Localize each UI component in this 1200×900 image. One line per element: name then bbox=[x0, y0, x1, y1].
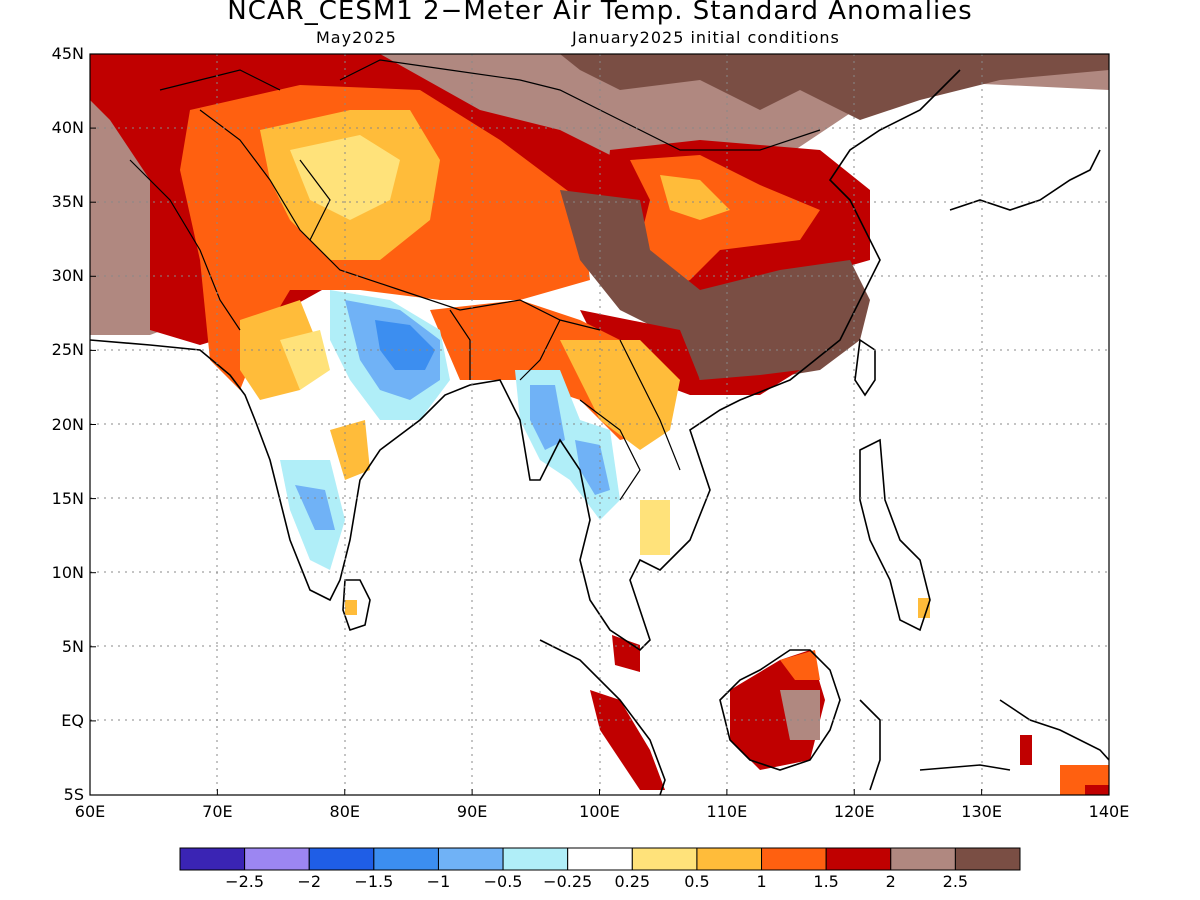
colorbar bbox=[179, 847, 1021, 871]
anomaly-region-ng-red bbox=[1085, 785, 1109, 795]
lat-tick-label: 15N bbox=[51, 488, 84, 508]
anomaly-region-mongolia-brown bbox=[560, 54, 1109, 120]
colorbar-swatch bbox=[890, 847, 956, 871]
lat-tick-label: 25N bbox=[51, 340, 84, 360]
colorbar-label: 1.5 bbox=[813, 872, 839, 891]
colorbar-swatch bbox=[373, 847, 439, 871]
anomaly-region-myanmar-blue bbox=[530, 385, 565, 450]
colorbar-swatch bbox=[954, 847, 1021, 871]
lon-tick-label: 130E bbox=[961, 802, 1002, 821]
colorbar-swatch bbox=[696, 847, 763, 871]
anomaly-region-cambodia-yellow bbox=[640, 500, 670, 555]
anomaly-region-mindanao-yellow bbox=[918, 598, 930, 618]
lat-tick-label: 40N bbox=[51, 118, 84, 138]
colorbar-label: −2.5 bbox=[225, 872, 265, 891]
lon-tick-label: 60E bbox=[74, 802, 106, 821]
map-title: NCAR_CESM1 2−Meter Air Temp. Standard An… bbox=[227, 0, 973, 26]
lon-tick-label: 120E bbox=[833, 802, 875, 821]
anomaly-region-southchina-brown bbox=[560, 190, 870, 380]
gridlines bbox=[90, 54, 1109, 795]
lon-tick-label: 140E bbox=[1088, 802, 1130, 821]
anomaly-region-eastchina-yellow bbox=[660, 175, 730, 220]
colorbar-swatch bbox=[308, 847, 375, 871]
lat-tick-label: 30N bbox=[51, 266, 84, 286]
colorbar-swatch bbox=[179, 847, 246, 871]
anomaly-region-india-lightyellow bbox=[280, 330, 330, 390]
colorbar-label: −2 bbox=[297, 872, 322, 891]
lat-tick-label: 45N bbox=[51, 44, 84, 63]
lat-tick-label: 35N bbox=[51, 192, 84, 212]
anomaly-region-sumatra-red bbox=[590, 690, 665, 790]
anomaly-region-thailand-blue bbox=[575, 440, 610, 495]
anomaly-region-halmahera-red bbox=[1020, 735, 1032, 765]
lat-tick-label: 5N bbox=[61, 636, 84, 656]
anomaly-region-borneo-orange bbox=[780, 650, 820, 680]
colorbar-swatch bbox=[502, 847, 569, 871]
anomaly-region-sindia-blue bbox=[295, 485, 335, 530]
map-field bbox=[90, 54, 1109, 795]
anomaly-region-indochina-yellow bbox=[560, 340, 680, 450]
initial-conditions: January2025 initial conditions bbox=[572, 28, 840, 47]
colorbar-swatch bbox=[631, 847, 698, 871]
colorbar-label: 2.5 bbox=[942, 872, 969, 891]
colorbar-label: −0.25 bbox=[543, 872, 593, 891]
colorbar-swatch bbox=[244, 847, 310, 871]
colorbar-label: −0.5 bbox=[483, 872, 523, 891]
lat-tick-label: 20N bbox=[51, 414, 84, 434]
anomaly-region-southchina-red bbox=[580, 310, 800, 395]
colorbar-label: −1.5 bbox=[354, 872, 394, 891]
lat-tick-label: 10N bbox=[51, 562, 84, 582]
colorbar-label: 0.5 bbox=[684, 872, 710, 891]
anomaly-region-srilanka-yellow bbox=[345, 600, 357, 615]
colorbar-label: 2 bbox=[885, 872, 896, 891]
anomaly-region-borneo-pink bbox=[780, 690, 820, 740]
forecast-month: May2025 bbox=[316, 28, 397, 47]
colorbar-swatch bbox=[761, 847, 827, 871]
anomaly-region-malaya-red bbox=[612, 635, 640, 672]
colorbar-label: 1 bbox=[756, 872, 767, 891]
anomaly-region-plateau-yellow2 bbox=[290, 135, 400, 220]
anomaly-region-cindia-yellow bbox=[330, 420, 370, 480]
lon-tick-label: 80E bbox=[329, 802, 360, 821]
lon-tick-label: 110E bbox=[706, 802, 748, 821]
colorbar-label: −1 bbox=[426, 872, 451, 891]
lon-tick-label: 90E bbox=[456, 802, 488, 821]
axis-ticks bbox=[89, 53, 1110, 796]
anomaly-region-india-blue-core bbox=[375, 320, 435, 370]
coastlines bbox=[90, 69, 1109, 795]
lat-tick-label: 5S bbox=[63, 785, 84, 804]
lat-tick-label: EQ bbox=[61, 710, 84, 730]
colorbar-swatch bbox=[437, 847, 504, 871]
colorbar-label: 0.25 bbox=[614, 872, 651, 891]
colorbar-swatch bbox=[825, 847, 892, 871]
lon-tick-label: 100E bbox=[579, 802, 620, 821]
country-borders bbox=[129, 59, 821, 501]
lon-tick-label: 70E bbox=[202, 802, 233, 821]
colorbar-swatch bbox=[567, 847, 633, 871]
